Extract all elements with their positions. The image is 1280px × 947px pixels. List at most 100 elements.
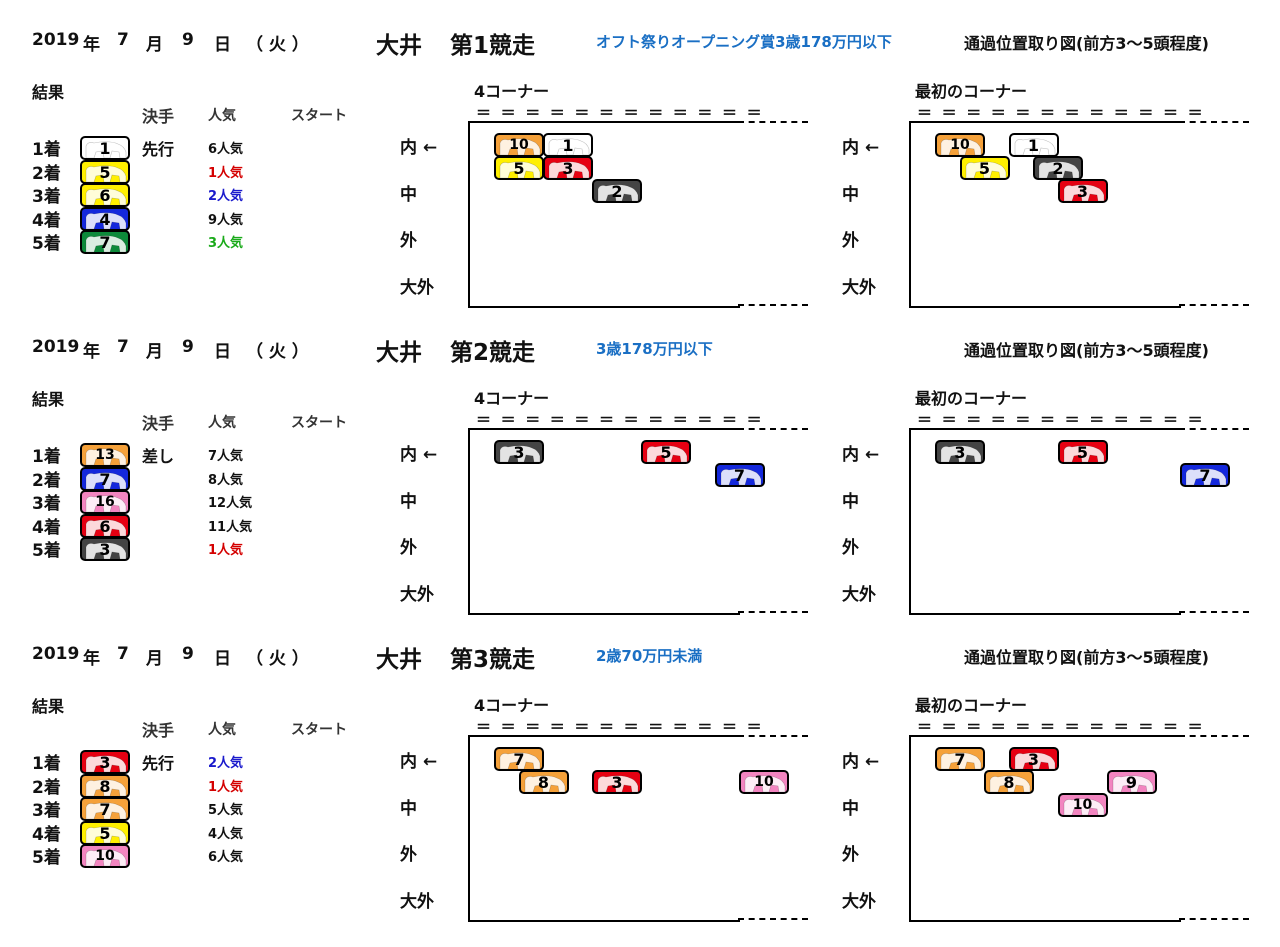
- result-horse-chip: 13: [80, 443, 130, 467]
- track-dash-top: [738, 735, 808, 737]
- first-corner-label: 最初のコーナー: [915, 82, 1028, 101]
- winning-technique: 先行: [142, 754, 175, 773]
- horse-position-chip: 7: [494, 747, 544, 771]
- lane-label-outer: 外: [400, 845, 417, 865]
- lane-label-middle: 中: [842, 185, 859, 205]
- lane-label-middle: 中: [400, 492, 417, 512]
- horse-number: 7: [1199, 466, 1211, 485]
- popularity-rank: 12人気: [208, 496, 253, 511]
- technique-header: 決手: [142, 107, 175, 126]
- position-map-box: [909, 428, 1181, 615]
- venue: 大井: [376, 33, 422, 59]
- date-year-unit: 年: [83, 35, 100, 55]
- horse-position-chip: 1: [1008, 133, 1059, 157]
- lane-label-inner: 内 ←: [400, 445, 438, 465]
- track-dash-bottom: [1179, 918, 1249, 920]
- result-horse-chip: 10: [80, 844, 130, 868]
- finish-place: 1着: [32, 140, 61, 160]
- finish-place: 1着: [32, 754, 61, 774]
- date-weekday: （ 火 ）: [246, 649, 309, 669]
- date-year-unit: 年: [83, 342, 100, 362]
- position-map-box: [909, 735, 1181, 922]
- position-map-title: 通過位置取り図(前方3～5頭程度): [964, 34, 1209, 53]
- result-label: 結果: [32, 83, 65, 102]
- horse-position-chip: 5: [494, 156, 544, 180]
- horse-number: 5: [660, 443, 672, 462]
- lane-label-far-outer: 大外: [400, 585, 434, 605]
- lane-label-far-outer: 大外: [842, 892, 876, 912]
- horse-silhouette-icon: [499, 161, 541, 178]
- rail-marks: ＝＝＝＝＝＝＝＝＝＝＝＝: [476, 104, 772, 122]
- horse-number: 7: [99, 800, 111, 819]
- horse-number: 10: [950, 137, 970, 153]
- horse-number: 1: [99, 139, 111, 158]
- horse-position-chip: 8: [984, 770, 1034, 794]
- horse-silhouette-icon: [85, 211, 127, 229]
- horse-number: 7: [733, 466, 746, 485]
- horse-silhouette-icon: [524, 775, 565, 792]
- horse-silhouette-icon: [1185, 468, 1227, 485]
- horse-number: 8: [99, 776, 111, 796]
- horse-number: 10: [1072, 797, 1093, 813]
- popularity-rank: 9人気: [208, 212, 244, 228]
- date-day-unit: 日: [214, 342, 231, 362]
- horse-silhouette-icon: [548, 138, 590, 155]
- race-name: 第3競走: [450, 647, 536, 673]
- horse-silhouette-icon: [85, 188, 127, 205]
- horse-number: 3: [954, 443, 966, 462]
- horse-position-chip: 1: [543, 133, 593, 157]
- horse-silhouette-icon: [85, 235, 127, 252]
- horse-number: 1: [1027, 136, 1040, 155]
- popularity-rank: 5人気: [208, 803, 244, 818]
- horse-silhouette-icon: [1063, 798, 1104, 815]
- horse-number: 3: [1076, 182, 1089, 201]
- result-horse-chip: 6: [80, 513, 130, 538]
- popularity-rank: 1人気: [208, 779, 244, 795]
- horse-silhouette-icon: [1063, 184, 1104, 201]
- popularity-header: 人気: [208, 415, 236, 431]
- horse-number: 7: [99, 469, 111, 489]
- horse-position-chip: 3: [935, 440, 985, 464]
- horse-position-chip: 7: [1180, 463, 1230, 487]
- horse-silhouette-icon: [597, 184, 639, 201]
- horse-number: 7: [99, 233, 111, 252]
- horse-position-chip: 9: [1106, 770, 1157, 794]
- horse-position-chip: 10: [739, 770, 789, 794]
- horse-silhouette-icon: [85, 755, 127, 772]
- popularity-rank: 3人気: [208, 236, 244, 251]
- popularity-rank: 8人気: [208, 472, 244, 488]
- finish-place: 4着: [32, 517, 61, 538]
- rail-marks: ＝＝＝＝＝＝＝＝＝＝＝＝: [476, 411, 772, 429]
- horse-silhouette-icon: [720, 468, 761, 485]
- result-horse-chip: 4: [80, 206, 130, 231]
- date-month: 7: [117, 644, 129, 664]
- lane-label-middle: 中: [842, 799, 859, 819]
- horse-silhouette-icon: [1014, 752, 1055, 769]
- lane-label-far-outer: 大外: [842, 585, 876, 605]
- horse-position-chip: 3: [494, 440, 544, 464]
- finish-place: 5着: [32, 541, 61, 561]
- date-month-unit: 月: [146, 649, 163, 669]
- result-horse-chip: 7: [80, 230, 130, 254]
- horse-number: 2: [1052, 159, 1064, 178]
- horse-number: 13: [95, 447, 115, 463]
- horse-silhouette-icon: [85, 495, 127, 512]
- horse-silhouette-icon: [85, 471, 127, 489]
- track-dash-bottom: [1179, 304, 1249, 306]
- horse-silhouette-icon: [1063, 445, 1104, 462]
- horse-silhouette-icon: [548, 161, 590, 178]
- horse-number: 3: [513, 443, 525, 462]
- track-dash-bottom: [1179, 611, 1249, 613]
- first-corner-label: 最初のコーナー: [915, 696, 1028, 715]
- horse-position-chip: 10: [1057, 793, 1108, 817]
- date-year: 2019: [32, 30, 80, 50]
- track-dash-top: [1179, 121, 1249, 123]
- horse-number: 6: [99, 186, 111, 205]
- horse-number: 4: [99, 209, 111, 229]
- date-day: 9: [182, 30, 194, 50]
- horse-silhouette-icon: [965, 161, 1006, 178]
- finish-place: 3着: [32, 801, 61, 821]
- popularity-rank: 7人気: [208, 449, 244, 464]
- horse-number: 8: [537, 773, 550, 792]
- finish-place: 2着: [32, 163, 61, 184]
